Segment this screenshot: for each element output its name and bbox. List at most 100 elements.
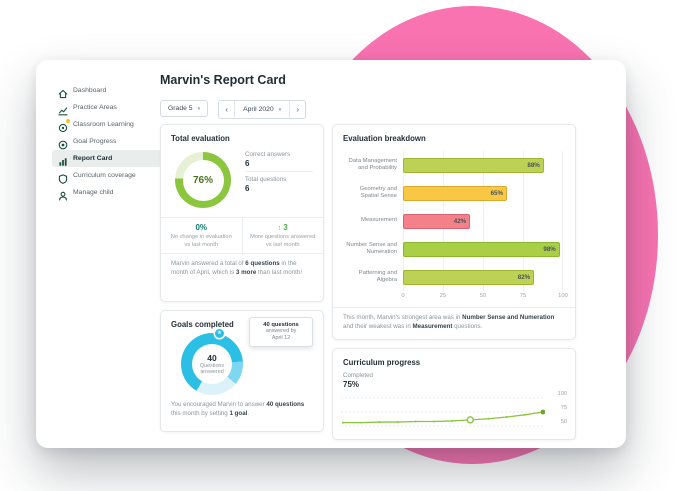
sidebar-item-label: Practice Areas [73, 104, 117, 111]
data-point [378, 421, 381, 424]
data-point [451, 419, 454, 422]
sidebar-item-label: Dashboard [73, 87, 107, 94]
bar: 88% [403, 157, 544, 173]
sidebar-item-label: Manage child [73, 189, 114, 196]
goals-note: You encouraged Marvin to answer 40 quest… [171, 401, 313, 419]
gauge-label: Questions answered [199, 362, 225, 375]
gridline [562, 151, 564, 291]
report-controls: Grade 5 ▾ ‹ April 2020 ▾ › [160, 100, 307, 119]
data-point [342, 421, 344, 424]
data-point [432, 420, 435, 423]
dashboard-icon [58, 86, 68, 98]
data-point [360, 421, 363, 424]
axis-tick: 25 [439, 293, 447, 299]
sidebar: Dashboard Practice Areas Classroom Learn… [52, 82, 162, 201]
category-label: Patterning and Algebra [358, 269, 397, 283]
bar-row: 88% [403, 151, 563, 179]
sidebar-item-curriculum-coverage[interactable]: Curriculum coverage [52, 167, 162, 184]
axis-tick: 0 [401, 293, 405, 299]
bar-row: 65% [403, 179, 563, 207]
answers-summary: Correct answers 6 Total questions 6 [245, 151, 313, 196]
questions-change-text: More questions answered vs last month [250, 234, 316, 248]
correct-answers-label: Correct answers [245, 151, 291, 158]
stats-row: 0% No change in evaluation vs last month… [161, 217, 324, 256]
sidebar-item-classroom-learning[interactable]: Classroom Learning [52, 116, 162, 133]
next-month-button[interactable]: › [290, 101, 306, 118]
curriculum-line-chart [341, 397, 545, 427]
grade-select[interactable]: Grade 5 ▾ [160, 100, 209, 117]
sidebar-item-label: Goal Progress [73, 138, 117, 145]
bar-chart-icon [58, 154, 68, 166]
month-select[interactable]: April 2020 ▾ [234, 101, 291, 118]
chevron-down-icon: ▾ [278, 106, 282, 113]
total-evaluation-donut: 76% [175, 152, 231, 208]
month-picker: ‹ April 2020 ▾ › [218, 100, 307, 119]
data-point [414, 420, 417, 423]
sidebar-item-label: Report Card [73, 155, 113, 162]
note-text-part: questions. [452, 322, 483, 330]
questions-change-stat: ↑ 3 More questions answered vs last month [241, 218, 324, 256]
bar: 82% [403, 269, 535, 285]
bar: 65% [403, 185, 507, 201]
gauge-hole: 40 Questions answered [192, 344, 232, 384]
bar-chart-plot: 88% 65% 42% 98% 82% [403, 151, 564, 291]
y-axis-tick: 50 [560, 419, 567, 425]
bar-value-label: 88% [527, 161, 540, 169]
end-data-point [540, 409, 545, 415]
completed-value: 75% [343, 380, 360, 389]
tooltip-line: 40 questions [263, 322, 299, 328]
tooltip-line: answered by [265, 328, 297, 334]
note-text-part: than last month! [256, 268, 303, 276]
notification-badge [66, 118, 70, 123]
highlighted-data-point [466, 416, 474, 424]
category-label: Measurement [360, 217, 397, 224]
donut-hole: 76% [182, 159, 224, 201]
note-text-part: You encouraged Marvin to answer [171, 401, 267, 408]
sidebar-item-label: Classroom Learning [73, 121, 134, 128]
total-evaluation-card: Total evaluation 76% Correct answers 6 T… [160, 124, 324, 302]
gridline [483, 151, 484, 291]
total-questions-label: Total questions [245, 176, 287, 183]
data-point [523, 413, 526, 416]
goals-completed-title: Goals completed [171, 320, 234, 329]
note-text-part: Measurement [412, 322, 453, 330]
note-text-part: Marvin answered a total of [171, 260, 246, 267]
note-text-part: and their weakest was in [343, 322, 413, 330]
evaluation-change-text: No change in evaluation vs last month [170, 234, 232, 248]
person-icon [58, 188, 68, 201]
classroom-icon [58, 118, 70, 132]
evaluation-bar-chart: Data Management and Probability Geometry… [341, 151, 569, 291]
prev-month-button[interactable]: ‹ [219, 101, 235, 118]
questions-change-value: ↑ 3 [250, 223, 317, 232]
bar-value-label: 82% [517, 273, 531, 281]
bar-chart-labels: Data Management and Probability Geometry… [341, 151, 403, 291]
total-evaluation-note: Marvin answered a total of 6 questions i… [161, 253, 323, 284]
data-point [396, 421, 399, 424]
axis-tick: 50 [479, 293, 487, 299]
page-title: Marvin's Report Card [160, 73, 286, 87]
progress-line [343, 411, 544, 424]
y-axis-tick: 100 [557, 391, 567, 397]
category-label: Geometry and Spatial Sense [359, 185, 397, 199]
y-axis-tick: 75 [560, 405, 567, 411]
note-text-part: This month, Marvin's strongest area was … [343, 314, 463, 321]
up-arrow-icon: ↑ [277, 225, 282, 232]
goals-completed-card: Goals completed 40 Questions answered ★ … [160, 310, 324, 432]
line-chart-icon [58, 103, 68, 115]
sidebar-item-report-card[interactable]: Report Card [52, 150, 162, 167]
bar-row: 82% [403, 263, 563, 291]
sidebar-item-manage-child[interactable]: Manage child [52, 184, 162, 201]
evaluation-change-value: 0% [195, 223, 208, 232]
data-point [487, 417, 490, 420]
target-icon [58, 137, 68, 149]
evaluation-change-stat: 0% No change in evaluation vs last month [161, 218, 242, 255]
sidebar-item-goal-progress[interactable]: Goal Progress [52, 133, 162, 150]
sidebar-item-dashboard[interactable]: Dashboard [52, 82, 162, 99]
sidebar-item-practice-areas[interactable]: Practice Areas [52, 99, 162, 116]
gauge-value: 40 [207, 352, 217, 363]
note-text-part: in the month of April, which is [171, 260, 297, 276]
bar-chart-x-axis: 0 25 50 75 100 [401, 293, 567, 301]
axis-tick: 75 [519, 293, 527, 299]
tooltip-line: April 12 [271, 335, 291, 342]
divider [245, 171, 313, 172]
